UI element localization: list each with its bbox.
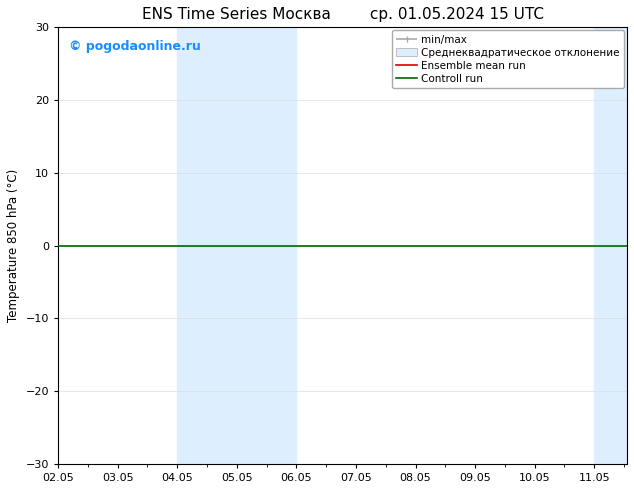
- Y-axis label: Temperature 850 hPa (°C): Temperature 850 hPa (°C): [7, 169, 20, 322]
- Legend: min/max, Среднеквадратическое отклонение, Ensemble mean run, Controll run: min/max, Среднеквадратическое отклонение…: [392, 30, 624, 88]
- Bar: [177, 27, 296, 464]
- Title: ENS Time Series Москва        ср. 01.05.2024 15 UTC: ENS Time Series Москва ср. 01.05.2024 15…: [141, 7, 543, 22]
- Bar: [594, 27, 627, 464]
- Text: © pogodaonline.ru: © pogodaonline.ru: [69, 40, 201, 53]
